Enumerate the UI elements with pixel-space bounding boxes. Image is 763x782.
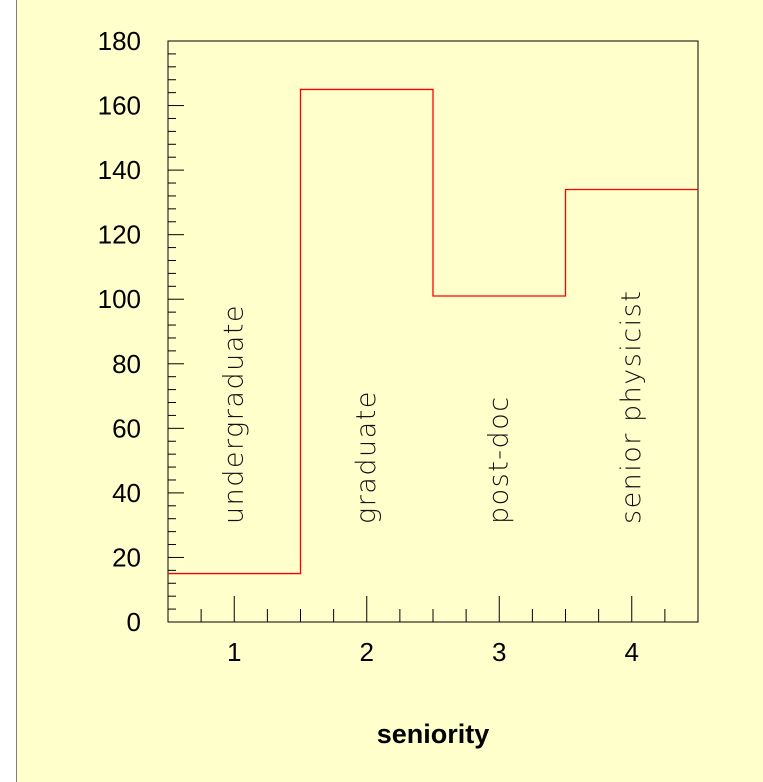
y-tick-label: 40 <box>112 478 141 508</box>
x-axis-label: seniority <box>377 719 490 749</box>
chart-canvas: 0 20 40 60 80 100 120 140 160 180 1 2 3 4 undergradua… <box>16 0 763 782</box>
x-tick-label: 2 <box>360 637 374 667</box>
category-annotations: undergraduate graduate post-doc senior phys… <box>218 290 647 524</box>
annotation-label: senior physicist <box>616 290 647 524</box>
tick-marks <box>167 40 699 623</box>
annotation-label: undergraduate <box>218 304 249 524</box>
y-tick-label: 100 <box>98 284 141 314</box>
annotation-label: graduate <box>351 390 382 524</box>
tick-labels: 0 20 40 60 80 100 120 140 160 180 1 2 3 4 <box>98 26 639 667</box>
step-series <box>168 88 698 575</box>
x-tick-label: 3 <box>492 637 506 667</box>
x-tick-label: 4 <box>625 637 639 667</box>
y-tick-label: 120 <box>98 220 141 250</box>
annotation-label: post-doc <box>483 395 514 524</box>
x-tick-label: 1 <box>227 637 241 667</box>
y-tick-label: 60 <box>112 413 141 443</box>
seniority-histogram: 0 20 40 60 80 100 120 140 160 180 1 2 3 4 undergradua… <box>16 0 763 782</box>
y-tick-label: 160 <box>98 91 141 121</box>
y-tick-label: 80 <box>112 349 141 379</box>
chart-background <box>16 0 763 782</box>
y-tick-label: 180 <box>98 26 141 56</box>
step-line <box>168 88 698 575</box>
y-tick-label: 140 <box>98 155 141 185</box>
y-tick-label: 0 <box>127 607 141 637</box>
y-tick-label: 20 <box>112 542 141 572</box>
